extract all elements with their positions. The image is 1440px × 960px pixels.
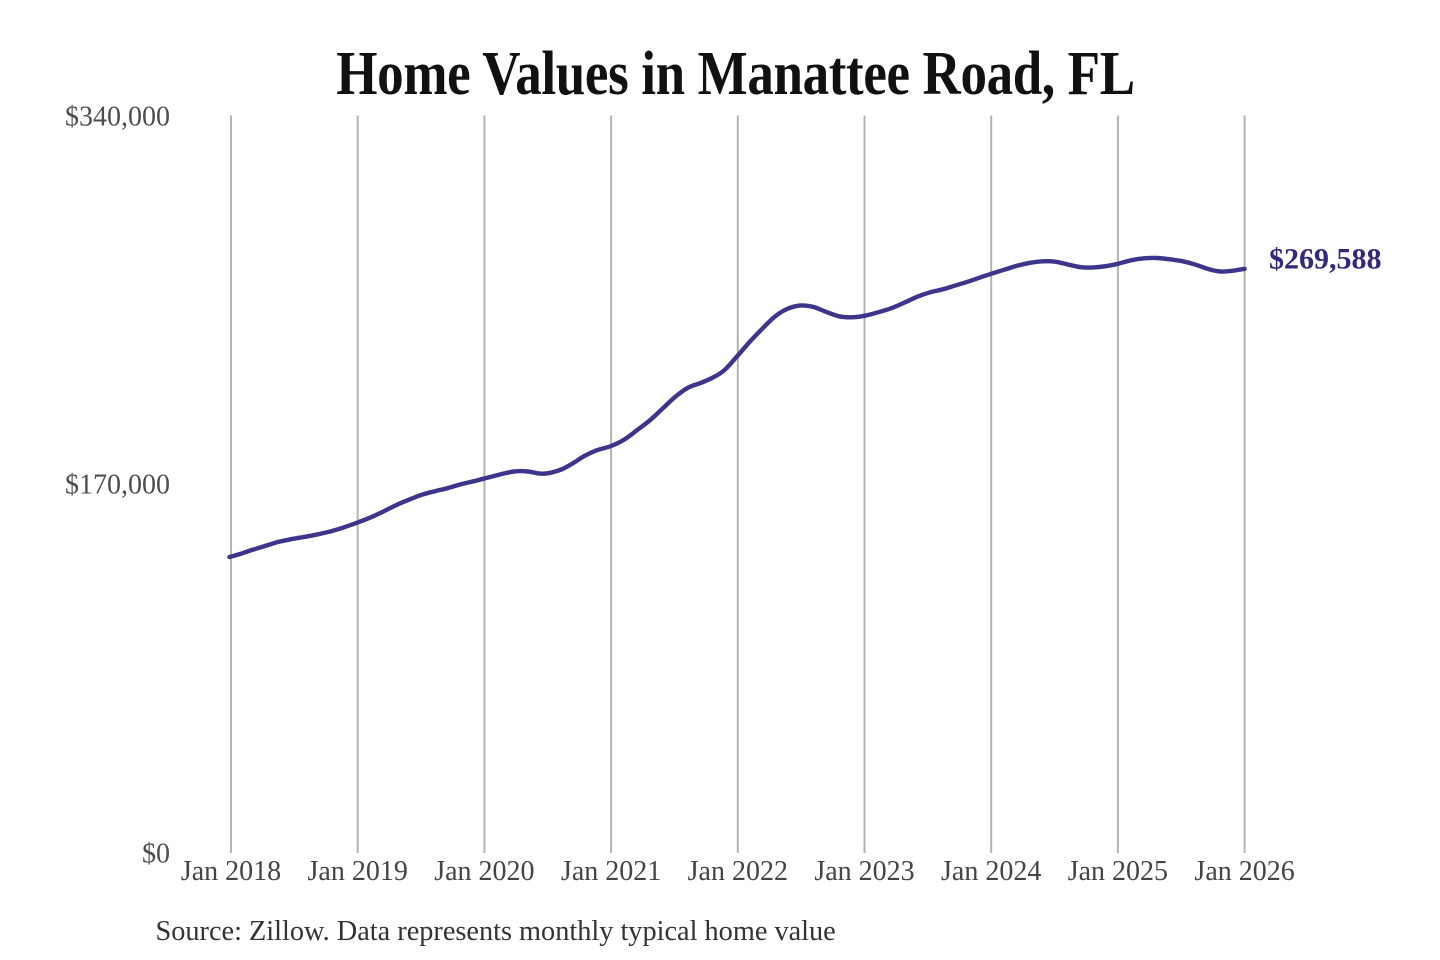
svg-text:Jan 2022: Jan 2022 [688,856,788,887]
svg-text:Jan 2026: Jan 2026 [1194,856,1294,887]
svg-text:Jan 2019: Jan 2019 [308,856,408,887]
svg-text:$269,588: $269,588 [1269,243,1382,276]
svg-text:Source: Zillow. Data represent: Source: Zillow. Data represents monthly … [156,916,836,947]
svg-text:Home Values in Manattee Road,: Home Values in Manattee Road, FL [336,40,1134,108]
svg-text:Jan 2018: Jan 2018 [181,856,281,887]
svg-text:Jan 2020: Jan 2020 [434,856,534,887]
svg-text:$170,000: $170,000 [65,470,170,501]
svg-text:Jan 2025: Jan 2025 [1068,856,1168,887]
svg-text:$0: $0 [142,839,170,870]
svg-text:$340,000: $340,000 [65,102,170,133]
svg-text:Jan 2023: Jan 2023 [814,856,914,887]
svg-text:Jan 2021: Jan 2021 [561,856,661,887]
svg-text:Jan 2024: Jan 2024 [941,856,1041,887]
